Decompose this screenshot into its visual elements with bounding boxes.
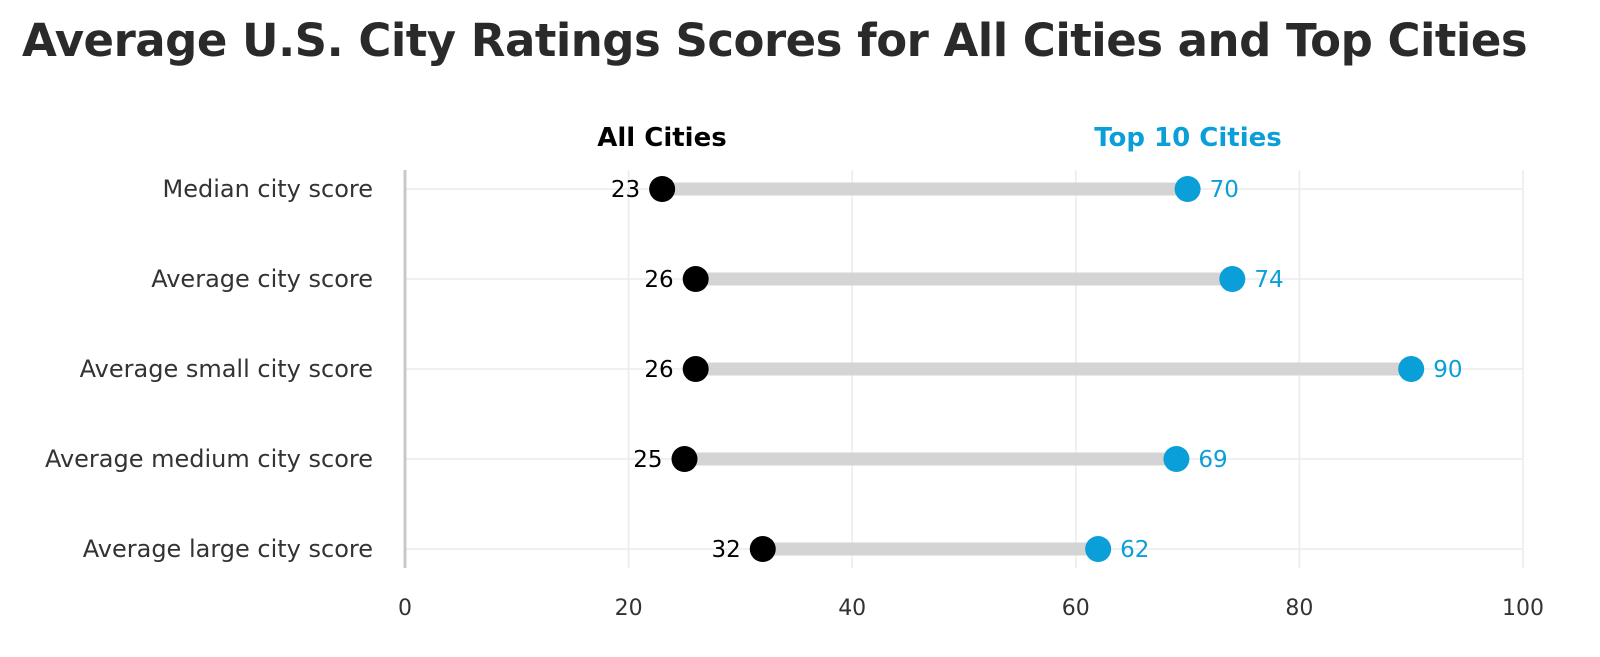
x-tick-label: 100	[1502, 596, 1544, 621]
all-cities-point	[649, 176, 676, 202]
top-10-cities-point	[1163, 446, 1190, 472]
all-cities-value-label: 26	[644, 357, 673, 383]
all-cities-point	[682, 266, 709, 292]
chart-title: Average U.S. City Ratings Scores for All…	[22, 14, 1528, 67]
category-labels: Median city score Average city score Avera…	[45, 175, 373, 563]
x-tick-label: 20	[615, 596, 643, 621]
category-label: Average large city score	[83, 535, 373, 563]
x-tick-label: 60	[1062, 596, 1090, 621]
category-label: Average small city score	[80, 355, 373, 383]
x-tick-label: 80	[1285, 596, 1313, 621]
all-cities-point	[671, 446, 698, 472]
all-cities-point	[682, 356, 709, 382]
chart-marks: 23 70 26 74 26 90 25 69 32 62	[611, 176, 1462, 563]
top-10-cities-value-label: 74	[1254, 267, 1283, 293]
all-cities-point	[749, 536, 776, 562]
top-10-cities-point	[1219, 266, 1246, 292]
top-10-cities-value-label: 62	[1120, 537, 1149, 563]
top-10-cities-point	[1398, 356, 1425, 382]
category-label: Average medium city score	[45, 445, 373, 473]
top-10-cities-point	[1174, 176, 1201, 202]
x-axis-ticks: 0 20 40 60 80 100	[398, 596, 1544, 621]
category-label: Average city score	[151, 265, 373, 293]
top-10-cities-point	[1085, 536, 1112, 562]
top-10-cities-value-label: 70	[1210, 177, 1239, 203]
series-header-all-cities: All Cities	[597, 123, 726, 153]
all-cities-value-label: 26	[644, 267, 673, 293]
x-tick-label: 40	[838, 596, 866, 621]
top-10-cities-value-label: 90	[1433, 357, 1462, 383]
category-label: Median city score	[162, 175, 373, 203]
top-10-cities-value-label: 69	[1198, 447, 1227, 473]
series-header-top-10-cities: Top 10 Cities	[1094, 123, 1281, 153]
all-cities-value-label: 23	[611, 177, 640, 203]
all-cities-value-label: 25	[633, 447, 662, 473]
x-tick-label: 0	[398, 596, 412, 621]
all-cities-value-label: 32	[711, 537, 740, 563]
